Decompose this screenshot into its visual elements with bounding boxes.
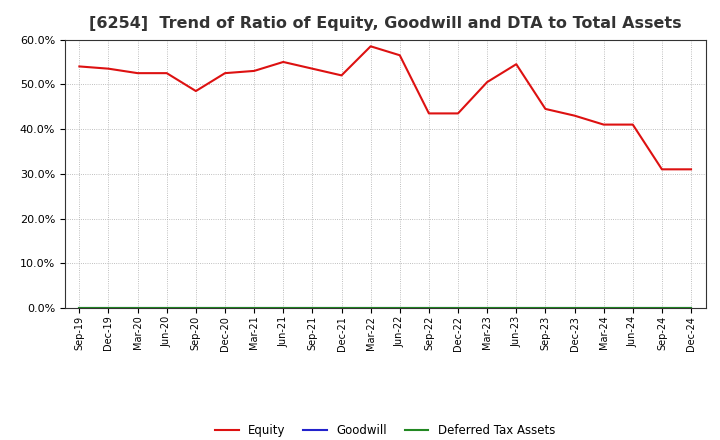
Goodwill [657,305,666,311]
Goodwill [163,305,171,311]
Deferred Tax Assets [104,305,113,311]
Deferred Tax Assets [279,305,287,311]
Equity [629,122,637,127]
Equity [425,111,433,116]
Legend: Equity, Goodwill, Deferred Tax Assets: Equity, Goodwill, Deferred Tax Assets [210,419,560,440]
Equity [483,80,492,85]
Equity [454,111,462,116]
Deferred Tax Assets [512,305,521,311]
Equity [220,70,229,76]
Goodwill [629,305,637,311]
Deferred Tax Assets [220,305,229,311]
Title: [6254]  Trend of Ratio of Equity, Goodwill and DTA to Total Assets: [6254] Trend of Ratio of Equity, Goodwil… [89,16,682,32]
Goodwill [512,305,521,311]
Equity [541,106,550,112]
Equity [250,68,258,73]
Goodwill [104,305,113,311]
Equity [366,44,375,49]
Equity [599,122,608,127]
Goodwill [192,305,200,311]
Deferred Tax Assets [570,305,579,311]
Deferred Tax Assets [395,305,404,311]
Deferred Tax Assets [192,305,200,311]
Equity [308,66,317,71]
Equity [337,73,346,78]
Deferred Tax Assets [687,305,696,311]
Goodwill [133,305,142,311]
Deferred Tax Assets [425,305,433,311]
Equity [512,62,521,67]
Deferred Tax Assets [337,305,346,311]
Equity [133,70,142,76]
Goodwill [599,305,608,311]
Equity [75,64,84,69]
Goodwill [337,305,346,311]
Goodwill [220,305,229,311]
Equity [657,167,666,172]
Equity [104,66,113,71]
Deferred Tax Assets [250,305,258,311]
Goodwill [483,305,492,311]
Goodwill [279,305,287,311]
Equity [279,59,287,65]
Goodwill [395,305,404,311]
Equity [395,53,404,58]
Equity [192,88,200,94]
Goodwill [250,305,258,311]
Deferred Tax Assets [629,305,637,311]
Deferred Tax Assets [454,305,462,311]
Deferred Tax Assets [657,305,666,311]
Deferred Tax Assets [133,305,142,311]
Deferred Tax Assets [366,305,375,311]
Goodwill [425,305,433,311]
Deferred Tax Assets [541,305,550,311]
Deferred Tax Assets [599,305,608,311]
Deferred Tax Assets [308,305,317,311]
Goodwill [454,305,462,311]
Line: Equity: Equity [79,46,691,169]
Equity [163,70,171,76]
Deferred Tax Assets [163,305,171,311]
Deferred Tax Assets [75,305,84,311]
Equity [570,113,579,118]
Goodwill [570,305,579,311]
Equity [687,167,696,172]
Goodwill [541,305,550,311]
Goodwill [308,305,317,311]
Goodwill [366,305,375,311]
Goodwill [75,305,84,311]
Deferred Tax Assets [483,305,492,311]
Goodwill [687,305,696,311]
